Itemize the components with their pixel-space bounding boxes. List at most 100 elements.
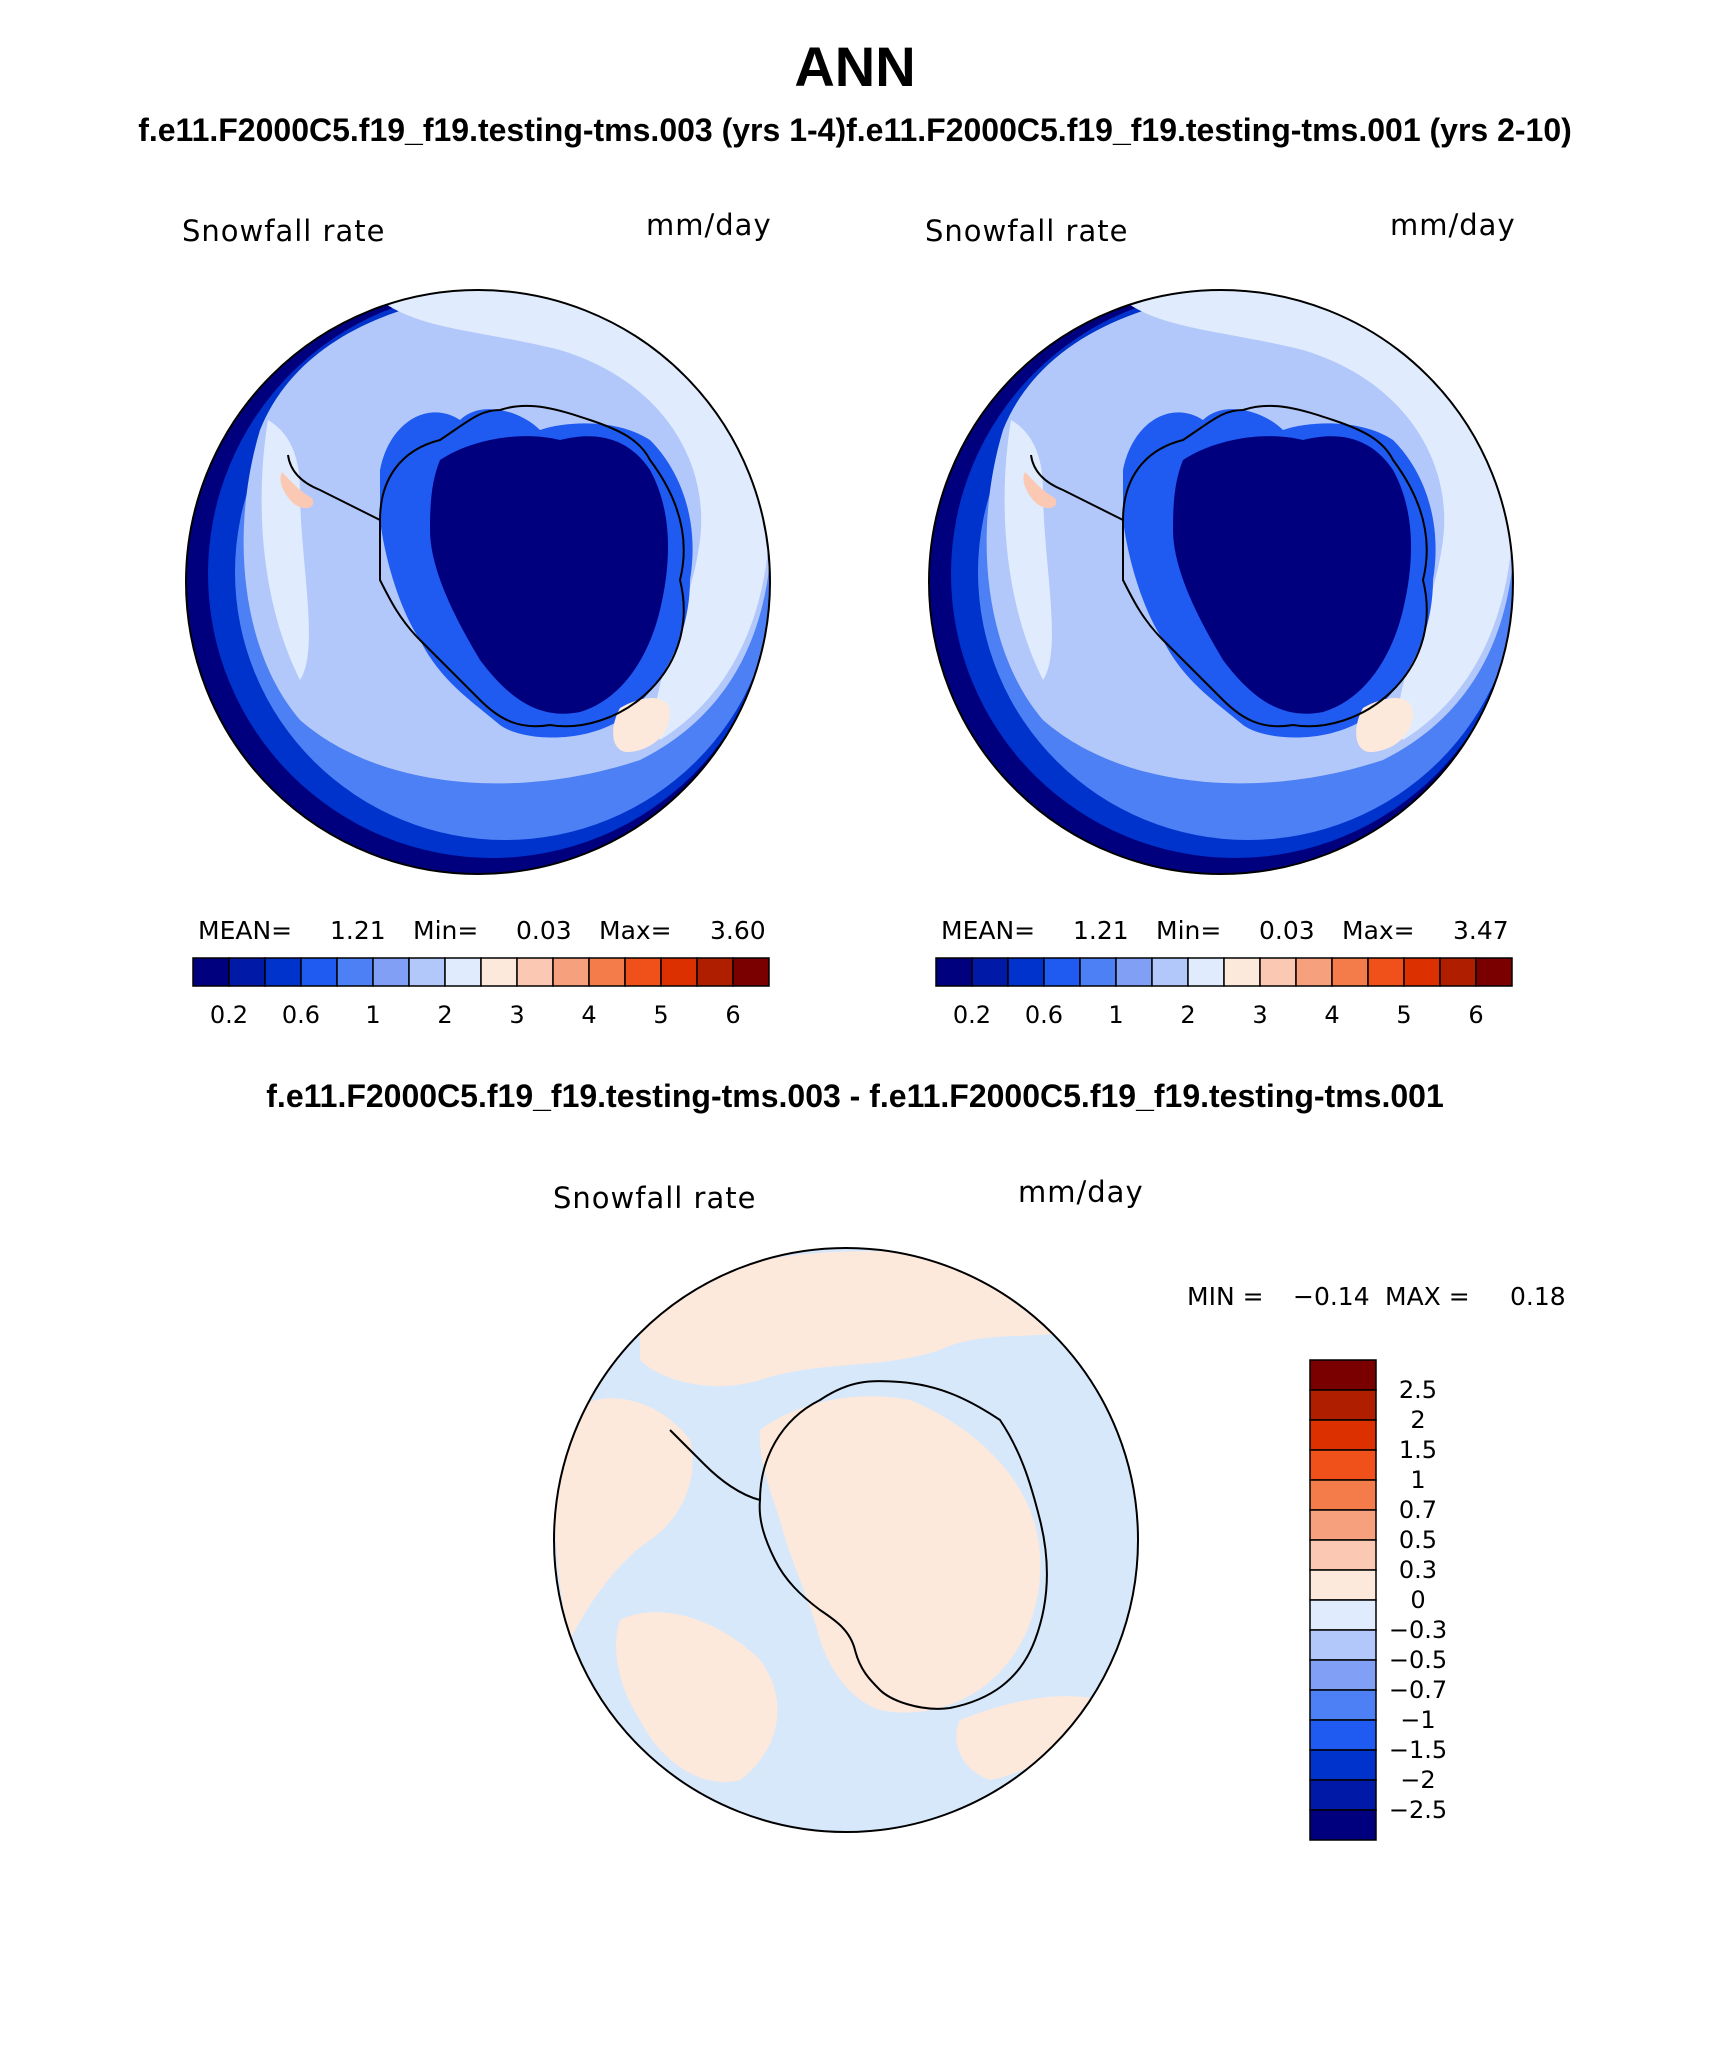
panel1-map-border (185, 289, 771, 875)
panel2-map-border (928, 289, 1514, 875)
diff-colorbar-swatch (1309, 1779, 1377, 1811)
panel2-colorbar-tick-label: 3 (1252, 1001, 1267, 1029)
diff-colorbar-tick-label: −2.5 (1389, 1796, 1447, 1824)
diff-colorbar-tick-label: −2 (1400, 1766, 1435, 1794)
diff-min-label: MIN = (1187, 1282, 1264, 1311)
panel2-colorbar-swatch (1475, 957, 1513, 987)
panel1-colorbar-tick-label: 1 (365, 1001, 380, 1029)
case-subtitle: f.e11.F2000C5.f19_f19.testing-tms.003 (y… (138, 112, 1572, 148)
diff-colorbar-swatch (1309, 1809, 1377, 1841)
panel2-colorbar-swatch (1079, 957, 1117, 987)
panel1-colorbar-tick-label: 5 (653, 1001, 668, 1029)
panel1-mean-label: MEAN= (198, 916, 293, 945)
panel2-colorbar-tick-label: 0.2 (953, 1001, 991, 1029)
diff-positive-southwest (616, 1612, 778, 1782)
panel1-coastline (379, 404, 685, 728)
diff-colorbar-swatch (1309, 1359, 1377, 1391)
diff-colorbar-tick-label: 0.5 (1399, 1526, 1437, 1554)
panel2-polar-map (929, 290, 1513, 874)
panel2-colorbar-swatch (1439, 957, 1477, 987)
diff-colorbar-swatch (1309, 1419, 1377, 1451)
panel1-mean-value: 1.21 (330, 916, 386, 945)
panel2-units-label: mm/day (1390, 208, 1516, 242)
diff-min-value: −0.14 (1293, 1282, 1370, 1311)
diff-colorbar-swatch (1309, 1569, 1377, 1601)
panel2-variable-label: Snowfall rate (925, 214, 1129, 248)
panel1-colorbar-swatch (444, 957, 482, 987)
panel2-colorbar-swatch (1043, 957, 1081, 987)
diff-colorbar-swatch (1309, 1629, 1377, 1661)
panel1-peninsula (287, 454, 381, 521)
panel2-coastline (1122, 404, 1428, 728)
diff-colorbar-swatch (1309, 1719, 1377, 1751)
panel1-units-label: mm/day (646, 208, 772, 242)
panel2-mean-value: 1.21 (1073, 916, 1129, 945)
panel1-colorbar-tick-label: 2 (437, 1001, 452, 1029)
panel2-positive-patch-pen (1023, 472, 1057, 509)
panel1-colorbar-tick-label: 3 (509, 1001, 524, 1029)
diff-map-border (553, 1247, 1139, 1833)
diff-colorbar-swatch (1309, 1449, 1377, 1481)
diff-colorbar-swatch (1309, 1389, 1377, 1421)
panel1-variable-label: Snowfall rate (182, 214, 386, 248)
diff-colorbar-swatch (1309, 1539, 1377, 1571)
diff-max-value: 0.18 (1510, 1282, 1566, 1311)
panel1-colorbar-swatch (372, 957, 410, 987)
panel2-colorbar-swatch (971, 957, 1009, 987)
panel2-colorbar-swatch (1151, 957, 1189, 987)
diff-colorbar-tick-label: −1.5 (1389, 1736, 1447, 1764)
diff-colorbar-tick-label: 2.5 (1399, 1376, 1437, 1404)
diff-colorbar-tick-label: −0.5 (1389, 1646, 1447, 1674)
diff-colorbar-tick-label: −0.3 (1389, 1616, 1447, 1644)
diff-colorbar-tick-label: −0.7 (1389, 1676, 1447, 1704)
diff-colorbar-swatch (1309, 1689, 1377, 1721)
panel2-colorbar-tick-label: 0.6 (1025, 1001, 1063, 1029)
diff-variable-label: Snowfall rate (553, 1181, 757, 1215)
diff-positive-west (554, 1398, 693, 1640)
panel1-colorbar-tick-label: 0.2 (210, 1001, 248, 1029)
diff-colorbar-tick-label: 0.3 (1399, 1556, 1437, 1584)
panel2-colorbar-swatch (1367, 957, 1405, 987)
panel1-colorbar-tick-label: 0.6 (282, 1001, 320, 1029)
panel1-colorbar-swatch (336, 957, 374, 987)
panel2-mean-label: MEAN= (941, 916, 1036, 945)
diff-units-label: mm/day (1018, 1175, 1144, 1209)
diff-colorbar-tick-label: 1.5 (1399, 1436, 1437, 1464)
panel2-colorbar-swatch (1223, 957, 1261, 987)
diff-colorbar-swatch (1309, 1479, 1377, 1511)
panel1-colorbar-swatch (516, 957, 554, 987)
panel1-colorbar-swatch (480, 957, 518, 987)
difference-title: f.e11.F2000C5.f19_f19.testing-tms.003 - … (266, 1078, 1444, 1114)
diff-colorbar-swatch (1309, 1599, 1377, 1631)
panel1-continent-fill (430, 436, 669, 714)
panel1-colorbar-tick-label: 4 (581, 1001, 596, 1029)
panel2-peninsula (1030, 454, 1124, 521)
panel2-colorbar-swatch (1115, 957, 1153, 987)
panel2-colorbar-tick-label: 5 (1396, 1001, 1411, 1029)
panel2-colorbar-swatch (1403, 957, 1441, 987)
panel1-polar-map (186, 290, 770, 874)
panel1-ocean-band-4 (380, 290, 770, 740)
diff-max-label: MAX = (1385, 1282, 1470, 1311)
panel1-colorbar-swatch (696, 957, 734, 987)
panel2-colorbar-tick-label: 2 (1180, 1001, 1195, 1029)
panel1-colorbar: 0.2 0.6 1 2 3 4 5 6 (192, 957, 770, 1029)
panel2-colorbar-tick-label: 6 (1468, 1001, 1483, 1029)
panel1-west-band (261, 420, 309, 680)
panel2-continent-fill (1173, 436, 1412, 714)
panel2-colorbar-swatch (935, 957, 973, 987)
panel1-colorbar-swatch (192, 957, 230, 987)
panel1-min-label: Min= (413, 916, 479, 945)
panel2-colorbar-swatch (1331, 957, 1369, 987)
panel2-positive-patch-east (1356, 698, 1413, 753)
panel2-colorbar-swatch (1259, 957, 1297, 987)
diff-colorbar-tick-label: 1 (1410, 1466, 1425, 1494)
diff-colorbar-tick-label: 2 (1410, 1406, 1425, 1434)
panel1-min-value: 0.03 (516, 916, 572, 945)
panel2-colorbar-swatch (1295, 957, 1333, 987)
panel2-west-band (1004, 420, 1052, 680)
panel1-max-label: Max= (599, 916, 672, 945)
panel1-colorbar-swatch (552, 957, 590, 987)
panel1-colorbar-swatch (624, 957, 662, 987)
